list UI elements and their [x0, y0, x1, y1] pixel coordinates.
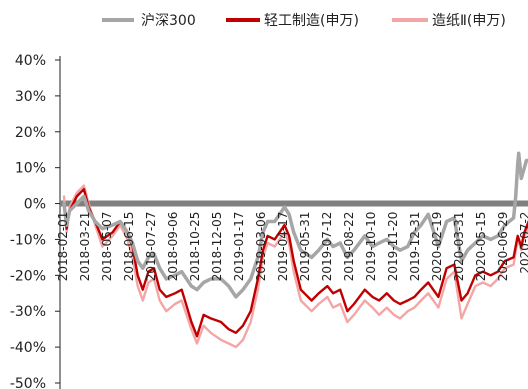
legend: 沪深300 轻工制造(申万) 造纸Ⅱ(申万)	[102, 13, 506, 29]
series-line-2	[62, 184, 528, 349]
x-tick-label: 2018-03-21	[78, 212, 92, 282]
x-tick-label: 2019-07-12	[320, 212, 334, 282]
x-tick-label: 2018-10-25	[188, 212, 202, 282]
series-line-0	[62, 151, 528, 299]
x-tick-label: 2020-07-2	[518, 212, 528, 274]
y-tick-label: 0%	[24, 197, 46, 213]
legend-label-2: 造纸Ⅱ(申万)	[432, 13, 506, 29]
x-axis: 2018-02-01 2018-03-21 2018-05-07 2018-06-15…	[56, 212, 528, 282]
series-layer	[62, 151, 528, 349]
x-tick-label: 2020-06-29	[496, 212, 510, 282]
x-tick-label: 2018-12-05	[210, 212, 224, 282]
x-tick-label: 2018-07-27	[144, 212, 158, 282]
y-tick-label: 20%	[15, 125, 46, 141]
y-tick-label: -20%	[10, 268, 46, 284]
x-tick-label: 2018-05-07	[100, 212, 114, 282]
x-tick-label: 2019-10-10	[364, 212, 378, 282]
y-tick-label: 30%	[15, 89, 46, 105]
series-line-1	[62, 188, 528, 338]
y-tick-label: -10%	[10, 232, 46, 248]
x-tick-label: 2018-02-01	[56, 212, 70, 282]
x-tick-label: 2019-12-31	[408, 212, 422, 282]
y-axis: 40% 30% 20% 10% 0% -10% -20% -30% -40% -50%	[10, 53, 61, 389]
x-tick-label: 2020-05-15	[474, 212, 488, 282]
y-tick-label: -50%	[10, 376, 46, 389]
x-tick-label: 2018-09-06	[166, 212, 180, 282]
legend-label-1: 轻工制造(申万)	[264, 13, 359, 29]
y-tick-label: -30%	[10, 304, 46, 320]
legend-label-0: 沪深300	[141, 13, 196, 29]
x-tick-label: 2019-03-06	[254, 212, 268, 282]
y-tick-label: -40%	[10, 340, 46, 356]
x-tick-label: 2019-04-17	[276, 212, 290, 282]
x-tick-label: 2019-05-31	[298, 212, 312, 282]
y-tick-label: 40%	[15, 53, 46, 69]
x-tick-label: 2020-02-19	[430, 212, 444, 282]
x-tick-label: 2018-06-15	[122, 212, 136, 282]
x-tick-label: 2019-08-22	[342, 212, 356, 282]
x-tick-label: 2019-11-20	[386, 212, 400, 282]
x-tick-label: 2019-01-17	[232, 212, 246, 282]
x-tick-label: 2020-03-31	[452, 212, 466, 282]
y-tick-label: 10%	[15, 161, 46, 177]
